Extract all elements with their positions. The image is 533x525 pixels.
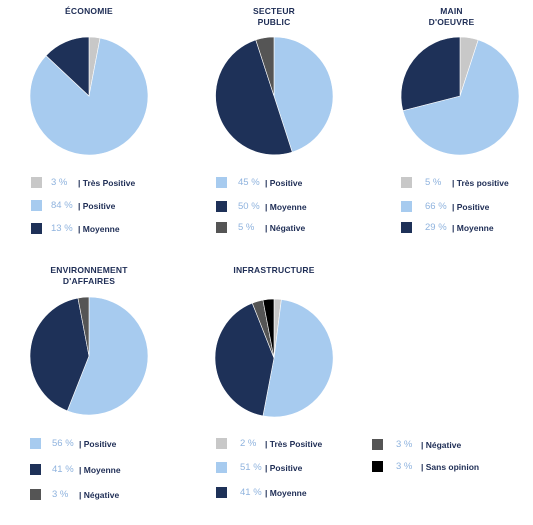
legend-percent: 5 %: [425, 177, 442, 188]
chart-title: ÉCONOMIE: [65, 6, 113, 16]
legend-label: Négative: [421, 439, 461, 451]
legend-percent: 50 %: [238, 201, 260, 212]
legend-swatch: [401, 177, 412, 188]
legend-percent: 3 %: [51, 177, 68, 188]
legend-label: Moyenne: [265, 487, 307, 499]
chart-title: INFRASTRUCTURE: [233, 265, 315, 275]
pie-slice-positive: [273, 36, 334, 153]
legend-percent: 41 %: [52, 464, 74, 475]
legend-percent: 3 %: [396, 461, 413, 472]
pie-slice-moyenne: [29, 297, 90, 412]
legend-label: Moyenne: [78, 223, 120, 235]
legend-swatch: [372, 439, 383, 450]
pie-slice-moyenne: [400, 36, 461, 112]
legend-swatch: [216, 201, 227, 212]
legend-percent: 41 %: [240, 487, 262, 498]
legend-percent: 5 %: [238, 222, 255, 233]
legend-swatch: [30, 438, 41, 449]
pie-slice-positive: [262, 299, 334, 418]
legend-label: Moyenne: [79, 464, 121, 476]
pie-slice-moyenne: [215, 39, 293, 156]
legend-percent: 3 %: [52, 489, 69, 500]
legend-swatch: [401, 222, 412, 233]
legend-swatch: [216, 177, 227, 188]
legend-percent: 66 %: [425, 201, 447, 212]
legend-swatch: [216, 487, 227, 498]
legend-percent: 45 %: [238, 177, 260, 188]
legend-percent: 56 %: [52, 438, 74, 449]
pie-slice-positive: [29, 37, 149, 156]
legend-label: Négative: [79, 489, 119, 501]
pie-slice-positive: [66, 296, 149, 416]
legend-swatch: [31, 200, 42, 211]
legend-percent: 2 %: [240, 438, 257, 449]
legend-swatch: [30, 489, 41, 500]
legend-label: Positive: [265, 177, 303, 189]
legend-label: Très Positive: [78, 177, 135, 189]
legend-label: Négative: [265, 222, 305, 234]
legend-label: Sans opinion: [421, 461, 479, 473]
pie-chart: [214, 298, 334, 418]
legend-percent: 29 %: [425, 222, 447, 233]
pie-chart: [400, 36, 520, 156]
chart-title: ENVIRONNEMENT D'AFFAIRES: [50, 265, 128, 286]
legend-swatch: [216, 222, 227, 233]
legend-percent: 3 %: [396, 439, 413, 450]
pie-slice-sans-opinion: [262, 298, 275, 359]
legend-swatch: [216, 462, 227, 473]
legend-label: Positive: [78, 200, 116, 212]
legend-swatch: [401, 201, 412, 212]
pie-chart: [29, 296, 149, 416]
chart-title: MAIN D'OEUVRE: [428, 6, 475, 27]
legend-swatch: [216, 438, 227, 449]
legend-label: Positive: [265, 462, 303, 474]
legend-label: Positive: [79, 438, 117, 450]
legend-label: Moyenne: [265, 201, 307, 213]
pie-panel-infrastructure: INFRASTRUCTURE 2 % Très Positive 51 %Positi…: [185, 265, 479, 525]
pie-panel-economie: ÉCONOMIE 3 % Très Positive 84 % Positive 13 %…: [0, 0, 178, 260]
legend-label: Très positive: [452, 177, 509, 189]
legend-swatch: [31, 177, 42, 188]
legend-swatch: [372, 461, 383, 472]
legend-label: Positive: [452, 201, 490, 213]
legend-percent: 51 %: [240, 462, 262, 473]
legend-swatch: [30, 464, 41, 475]
chart-title: SECTEUR PUBLIC: [252, 6, 296, 27]
legend-percent: 13 %: [51, 223, 73, 234]
pie-slice-moyenne: [45, 36, 90, 97]
legend-label: Moyenne: [452, 222, 494, 234]
legend-label: Très Positive: [265, 438, 322, 450]
pie-chart: [29, 36, 149, 156]
pie-chart: [215, 36, 334, 156]
pie-slice-moyenne: [214, 302, 275, 417]
pie-slice-positive: [402, 39, 520, 156]
legend-percent: 84 %: [51, 200, 73, 211]
pie-slice-negative: [77, 296, 90, 357]
legend-swatch: [31, 223, 42, 234]
pie-slice-negative: [255, 36, 275, 97]
